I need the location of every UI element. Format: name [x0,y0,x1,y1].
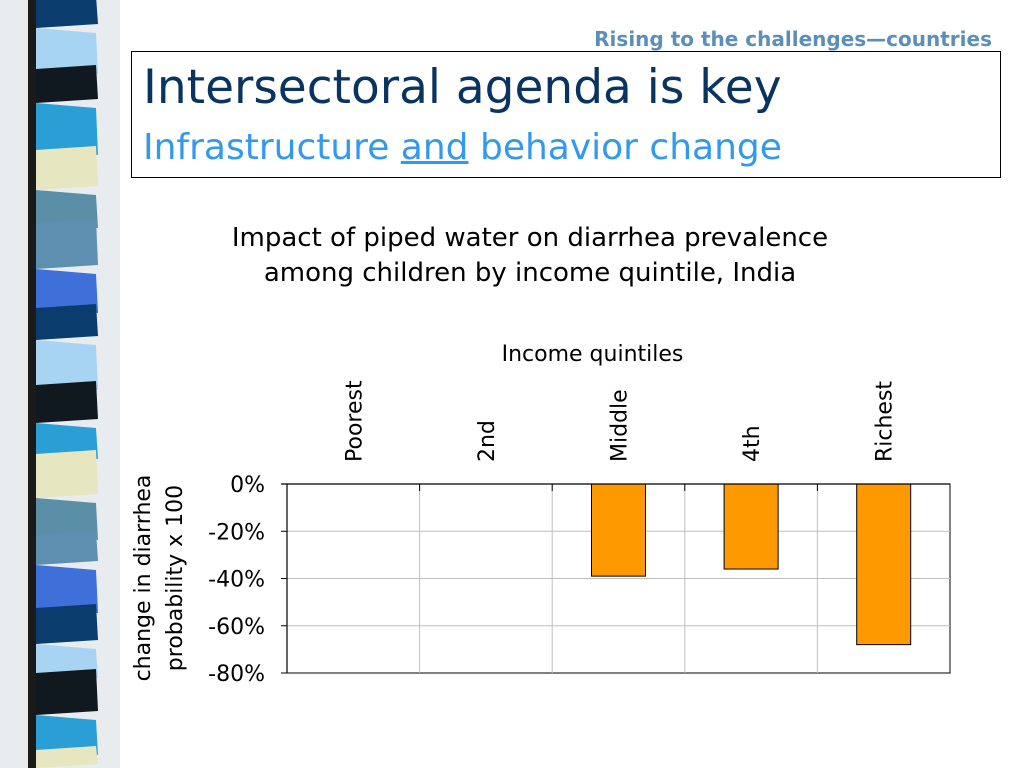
decorative-sidebar-stripes [0,0,120,768]
sidebar-stripe [36,0,98,28]
sidebar-stripe [36,190,98,228]
section-kicker: Rising to the challenges—countries [594,27,992,51]
sidebar-stripe [36,65,98,103]
sidebar-stripe [36,269,98,313]
sidebar-stripe [36,531,98,565]
sidebar-stripe [36,498,98,540]
category-label-middle: Middle [608,389,633,462]
sidebar-stripe [36,604,98,644]
y-tick-label: -40% [208,568,265,593]
sidebar-stripe [36,381,98,423]
chart-title-line-2: among children by income quintile, India [263,258,797,288]
sidebar-stripe [36,340,98,390]
sidebar-stripe [36,715,98,755]
subtitle-part-2: behavior change [468,127,782,168]
sidebar-stripe [36,644,98,678]
x-axis-title: Income quintiles [502,342,684,367]
sidebar-stripe [36,103,98,155]
y-tick-label: 0% [230,473,265,498]
y-tick-label: -60% [208,615,265,640]
sidebar-stripe [36,304,98,340]
subtitle-emphasis: and [400,127,469,168]
category-label-4th: 4th [740,425,765,462]
slide-subtitle: Infrastructure and behavior change [143,128,782,168]
y-axis-title-line-1: change in diarrhea [131,475,156,682]
subtitle-part-1: Infrastructure [143,127,401,168]
sidebar-stripe [36,146,98,190]
sidebar-stripe [36,423,98,459]
bar-richest [856,483,912,646]
sidebar-stripe [36,746,98,768]
category-label-richest: Richest [873,381,898,462]
y-axis-title-line-2: probability x 100 [163,485,188,671]
sidebar-dark-edge [28,0,36,768]
category-label-poorest: Poorest [342,380,367,462]
slide-title: Intersectoral agenda is key [143,60,782,115]
sidebar-stripe [36,450,98,498]
chart-title-line-1: Impact of piped water on diarrhea preval… [231,223,829,253]
category-label-2nd: 2nd [475,420,500,462]
sidebar-stripe [36,28,98,74]
sidebar-stripe [36,219,98,269]
sidebar-stripe [36,565,98,613]
bar-4th [723,483,779,570]
bar-middle [591,483,646,577]
y-tick-label: -20% [208,520,265,545]
title-box: Intersectoral agenda is key Infrastructu… [131,51,1001,178]
y-tick-label: -80% [208,662,265,687]
sidebar-stripe [36,669,98,715]
